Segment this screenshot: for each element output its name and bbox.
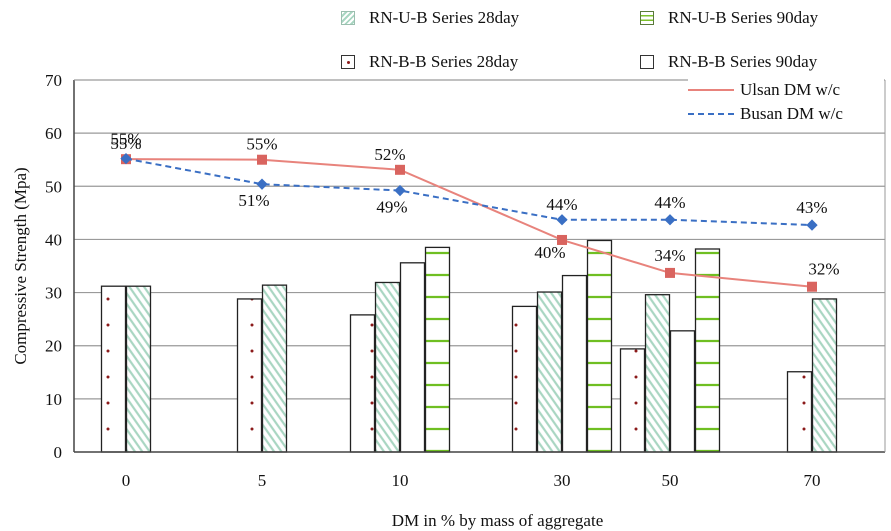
legend-item-rnub-90: RN-U-B Series 90day: [640, 8, 818, 28]
data-label: 51%: [238, 191, 269, 210]
data-label: 52%: [374, 145, 405, 164]
legend-label: Ulsan DM w/c: [740, 80, 841, 99]
legend-label: Busan DM w/c: [740, 104, 843, 123]
data-label: 43%: [796, 198, 827, 217]
line-marker-diamond: [394, 184, 406, 197]
y-tick-label: 30: [45, 284, 62, 303]
bar-dots: [511, 305, 538, 453]
line-marker-square: [395, 164, 405, 175]
y-tick-label: 0: [54, 443, 63, 462]
bar-dots: [349, 314, 376, 453]
bar-stripes: [694, 248, 721, 453]
bar-dots: [786, 371, 813, 453]
bar-stripes: [424, 246, 451, 453]
y-tick-label: 40: [45, 230, 62, 249]
bar-hatch: [644, 294, 671, 453]
line-marker-diamond: [806, 219, 818, 231]
legend-label: RN-U-B Series 28day: [369, 8, 520, 27]
bar-hatch: [374, 281, 401, 453]
x-tick-label: 10: [392, 471, 409, 490]
legend-item-rnbb-90: RN-B-B Series 90day: [640, 52, 817, 72]
line-marker-square: [257, 154, 267, 165]
hatch-swatch-icon: [341, 11, 355, 25]
line-marker-diamond: [256, 178, 268, 190]
legend-item-rnub-28: RN-U-B Series 28day: [341, 8, 519, 28]
x-axis-title: DM in % by mass of aggregate: [392, 511, 604, 530]
data-label: 40%: [534, 243, 565, 262]
x-tick-label: 5: [258, 471, 267, 490]
legend-item-ulsan: Ulsan DM w/c: [688, 80, 840, 100]
solid-line-icon: [688, 89, 734, 91]
y-tick-label: 70: [45, 71, 62, 90]
x-tick-label: 30: [554, 471, 571, 490]
plain-swatch-icon: [640, 55, 654, 69]
dashed-line-icon: [688, 113, 734, 115]
line-marker-diamond: [556, 214, 568, 226]
lines-group: [120, 152, 818, 292]
data-label: 44%: [654, 193, 685, 212]
line-marker-diamond: [664, 214, 676, 226]
y-tick-label: 20: [45, 337, 62, 356]
y-tick-label: 10: [45, 390, 62, 409]
bars-group: [100, 239, 838, 453]
legend-label: RN-B-B Series 28day: [369, 52, 519, 71]
line-marker-square: [557, 234, 567, 245]
legend-label: RN-U-B Series 90day: [668, 8, 819, 27]
series-line: [125, 157, 813, 227]
bar-hatch: [125, 285, 152, 453]
data-label: 44%: [546, 195, 577, 214]
line-marker-square: [807, 281, 817, 292]
bar-dots: [619, 348, 646, 453]
bar-plain: [669, 330, 696, 453]
data-label: 55%: [246, 135, 277, 154]
legend-item-rnbb-28: RN-B-B Series 28day: [341, 52, 518, 72]
bar-dots: [236, 298, 263, 453]
bar-dots: [100, 285, 127, 453]
legend-lines: Ulsan DM w/c Busan DM w/c: [688, 78, 884, 130]
x-tick-label: 0: [122, 471, 131, 490]
y-tick-label: 60: [45, 124, 62, 143]
data-label: 55%: [110, 130, 141, 149]
data-label: 32%: [808, 260, 839, 279]
legend-top: RN-U-B Series 28day RN-U-B Series 90day …: [0, 8, 891, 78]
labels-group: 55% 55%52%40% 34%32%55%51% 49% 44% 44% 43%: [110, 130, 839, 279]
dots-swatch-icon: [341, 55, 355, 69]
data-label: 34%: [654, 246, 685, 265]
y-axis-title: Compressive Strength (Mpa): [11, 167, 30, 364]
bar-hatch: [536, 291, 563, 453]
bar-plain: [399, 262, 426, 453]
bar-stripes: [586, 239, 613, 453]
data-label: 49%: [376, 198, 407, 217]
bar-hatch: [811, 298, 838, 453]
data-label: 55%: [110, 134, 141, 153]
series-line: [125, 158, 813, 288]
stripes-swatch-icon: [640, 11, 654, 25]
x-tick-label: 50: [662, 471, 679, 490]
line-marker-square: [665, 267, 675, 278]
y-tick-label: 50: [45, 177, 62, 196]
legend-item-busan: Busan DM w/c: [688, 104, 843, 124]
legend-label: RN-B-B Series 90day: [668, 52, 818, 71]
x-tick-label: 70: [804, 471, 821, 490]
bar-plain: [561, 274, 588, 453]
axes-group: 0 10 20 30 40 50 60 70 0 5 10 30 50 70 DM in % by mass…: [11, 71, 886, 530]
bar-hatch: [261, 284, 288, 453]
